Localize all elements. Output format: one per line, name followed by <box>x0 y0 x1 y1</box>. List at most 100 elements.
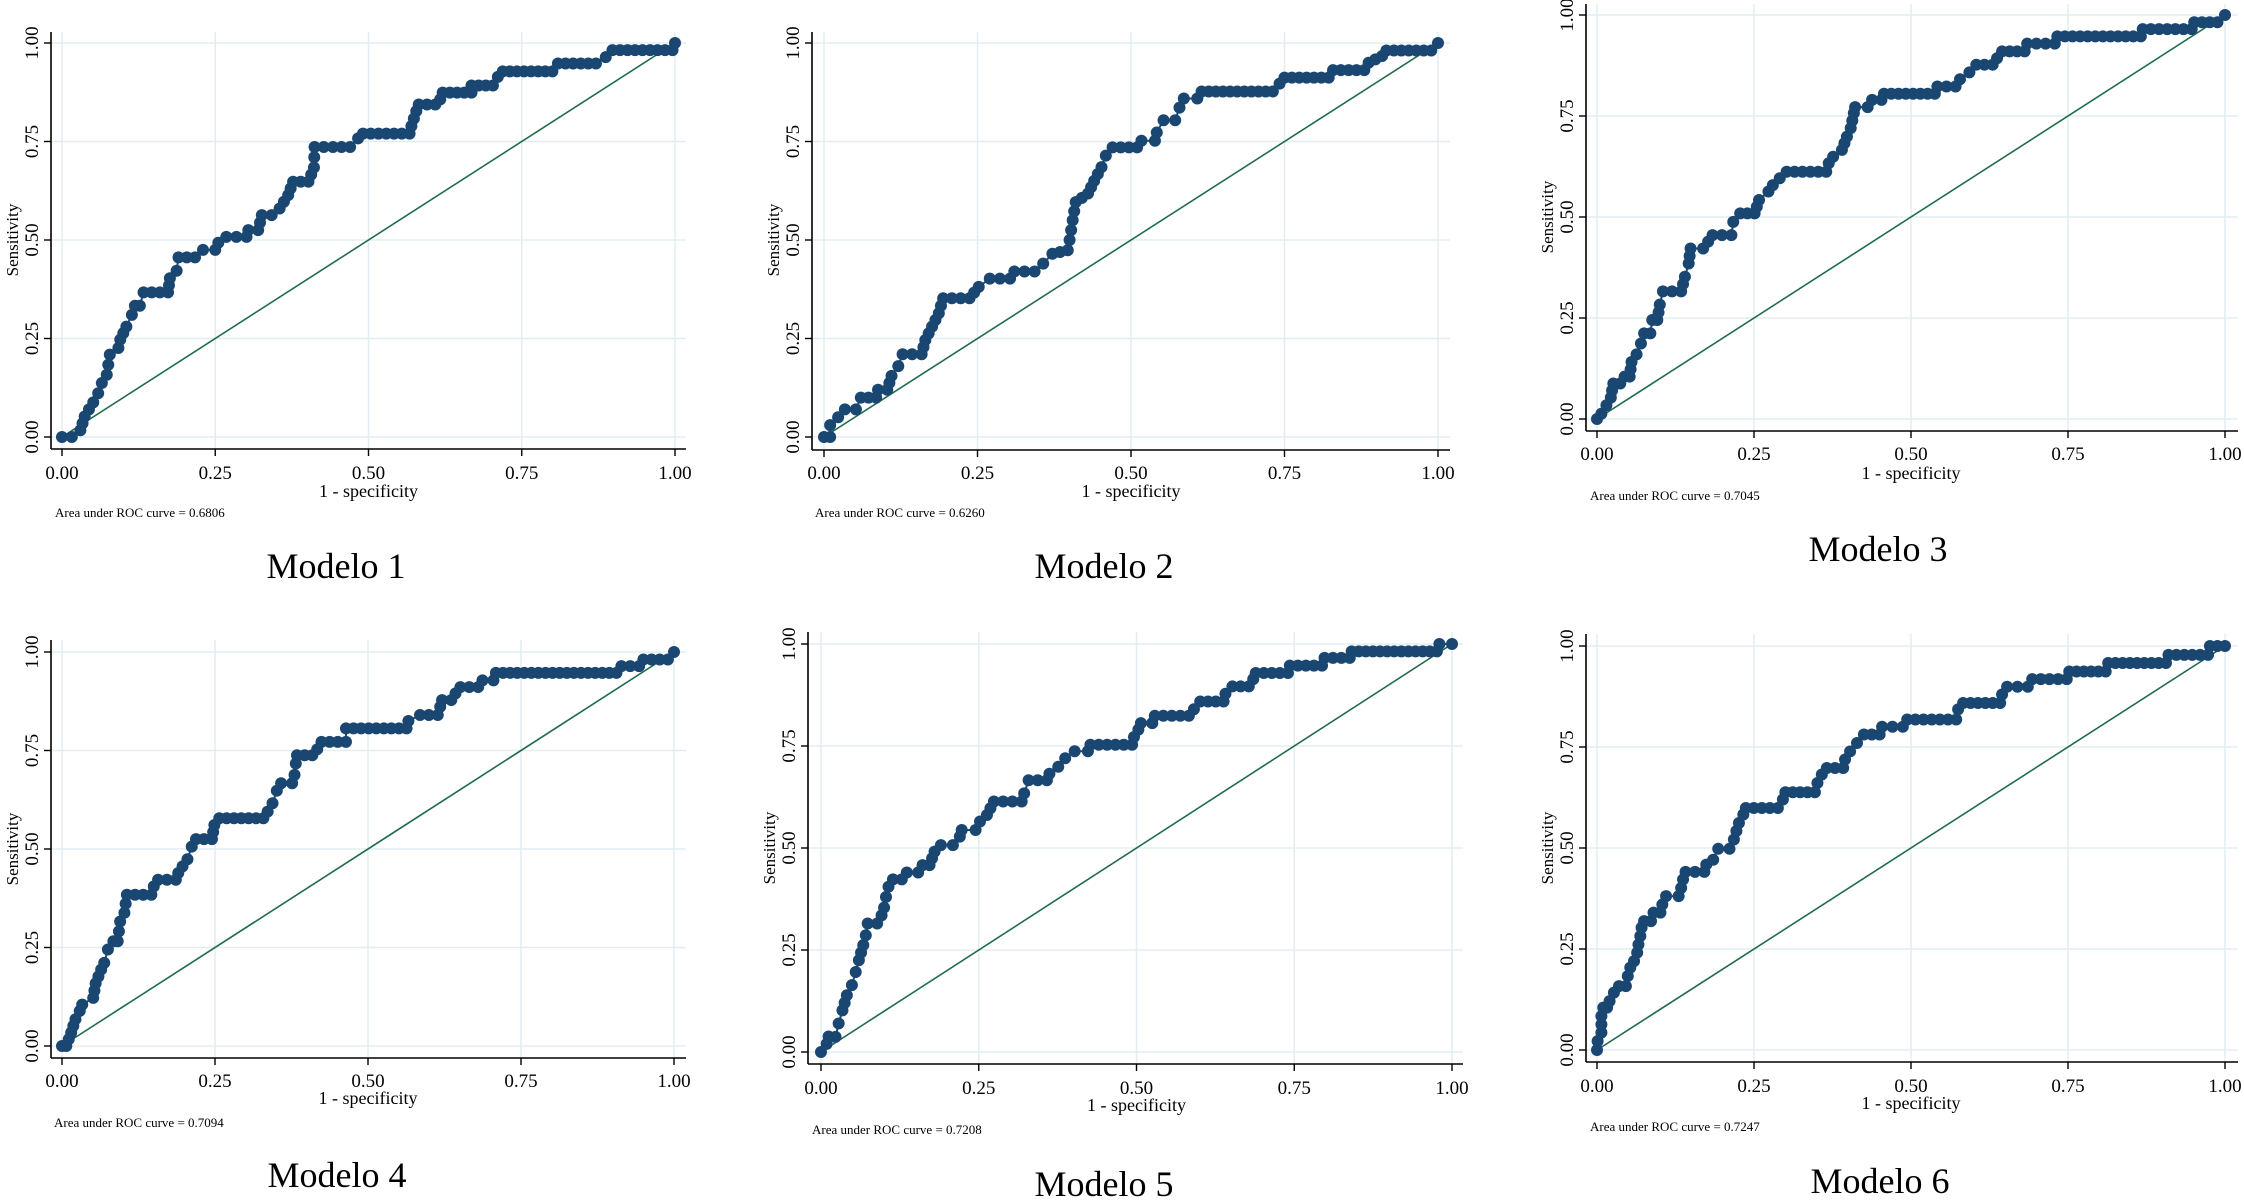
roc-point-fill <box>1006 795 1019 808</box>
reference-line <box>61 651 675 1047</box>
roc-point <box>849 966 862 979</box>
x-tick-label: 0.00 <box>804 1078 837 1099</box>
x-tick-label: 0.00 <box>1580 444 1613 465</box>
roc-point-fill <box>2043 673 2056 686</box>
roc-markers <box>1591 9 2231 425</box>
x-tick-label: 0.00 <box>807 463 840 484</box>
roc-point <box>1169 114 1182 127</box>
roc-point <box>1876 720 1889 733</box>
roc-point <box>1866 93 1879 106</box>
roc-point <box>1706 229 1719 242</box>
roc-point <box>1095 161 1108 174</box>
roc-point <box>879 890 892 903</box>
roc-point <box>1150 126 1163 139</box>
roc-point-fill <box>2011 680 2024 693</box>
y-axis-title: Sensitivity <box>764 203 783 276</box>
roc-point <box>65 431 78 443</box>
roc-point-fill <box>421 98 434 111</box>
roc-point-fill <box>1117 738 1130 751</box>
roc-point <box>824 419 837 432</box>
roc-point <box>307 161 320 174</box>
roc-point <box>1084 738 1097 751</box>
auc-annotation: Area under ROC curve = 0.7208 <box>812 1122 982 1137</box>
roc-point <box>181 853 194 866</box>
roc-point <box>1066 214 1079 227</box>
roc-point-fill <box>624 660 637 673</box>
roc-point-fill <box>1101 738 1114 751</box>
y-tick-label: 0.25 <box>783 322 804 355</box>
y-tick-label: 0.50 <box>22 223 43 256</box>
roc-point <box>1953 73 1966 86</box>
y-tick-label: 0.75 <box>1557 99 1578 132</box>
roc-point <box>92 387 105 400</box>
roc-point <box>1008 265 1021 278</box>
roc-point <box>103 348 116 361</box>
y-tick-label: 0.50 <box>22 832 43 865</box>
y-tick-label: 1.00 <box>1557 629 1578 662</box>
y-tick-label: 0.00 <box>22 420 43 453</box>
roc-point <box>242 224 255 237</box>
roc-point <box>1849 101 1862 114</box>
roc-point <box>412 98 425 111</box>
x-axis-title: 1 - specificity <box>1082 481 1181 501</box>
model-title: Modelo 2 <box>1035 546 1174 586</box>
x-axis-title: 1 - specificity <box>319 1088 418 1108</box>
roc-point <box>1630 348 1643 361</box>
y-axis-title: Sensitivity <box>760 811 779 884</box>
model-title: Modelo 4 <box>268 1155 407 1195</box>
y-tick-label: 0.50 <box>1557 200 1578 233</box>
x-axis-title: 1 - specificity <box>319 481 418 501</box>
roc-point <box>436 694 449 707</box>
roc-point <box>1266 85 1279 98</box>
roc-point-fill <box>1068 205 1081 218</box>
roc-point <box>669 37 681 49</box>
roc-point <box>1653 298 1666 311</box>
roc-point-fill <box>1715 229 1728 242</box>
roc-point <box>1963 66 1976 79</box>
roc-point <box>1148 709 1161 722</box>
roc-point-fill <box>1165 709 1178 722</box>
y-tick-label: 0.00 <box>1557 402 1578 435</box>
x-axis-title: 1 - specificity <box>1087 1095 1186 1115</box>
roc-point <box>111 935 124 948</box>
roc-point <box>265 209 278 222</box>
roc-point <box>125 308 138 321</box>
roc-point-fill <box>335 141 348 154</box>
roc-point <box>1037 257 1050 270</box>
y-tick-label: 1.00 <box>1557 0 1578 32</box>
model-title: Modelo 1 <box>267 546 406 586</box>
y-tick-label: 0.00 <box>779 1035 800 1068</box>
reference-line <box>1596 645 2226 1051</box>
roc-point <box>1433 638 1446 650</box>
roc-point <box>1850 736 1863 749</box>
roc-panel-6: 0.00 0.25 0.50 0.75 1.00 0.00 0.25 0.50 0.75 1.00… <box>1538 629 2242 1201</box>
roc-point-fill <box>906 348 919 361</box>
x-tick-label: 0.25 <box>962 1078 995 1099</box>
roc-point-fill <box>102 358 115 371</box>
model-title: Modelo 3 <box>1809 529 1948 569</box>
roc-point <box>1727 215 1740 228</box>
reference-line <box>1596 14 2226 420</box>
roc-point <box>288 768 301 781</box>
roc-point <box>2001 680 2014 693</box>
y-tick-label: 0.00 <box>783 420 804 453</box>
model-title: Modelo 6 <box>1811 1161 1950 1201</box>
auc-annotation: Area under ROC curve = 0.6260 <box>815 505 985 520</box>
x-tick-label: 0.75 <box>505 463 538 484</box>
roc-point <box>1723 842 1736 855</box>
roc-point-fill <box>1886 720 1899 733</box>
auc-annotation: Area under ROC curve = 0.7045 <box>1590 488 1760 503</box>
roc-point-fill <box>945 292 958 305</box>
roc-point-fill <box>1092 738 1105 751</box>
roc-point-fill <box>112 925 125 938</box>
y-tick-label: 0.00 <box>22 1029 43 1062</box>
roc-point <box>1226 680 1239 693</box>
roc-point <box>589 57 602 70</box>
x-tick-label: 0.75 <box>1278 1078 1311 1099</box>
roc-point <box>2026 673 2039 686</box>
roc-point <box>1644 327 1657 340</box>
roc-markers <box>1591 640 2231 1056</box>
roc-point <box>1432 37 1444 49</box>
roc-point-fill <box>422 709 435 722</box>
